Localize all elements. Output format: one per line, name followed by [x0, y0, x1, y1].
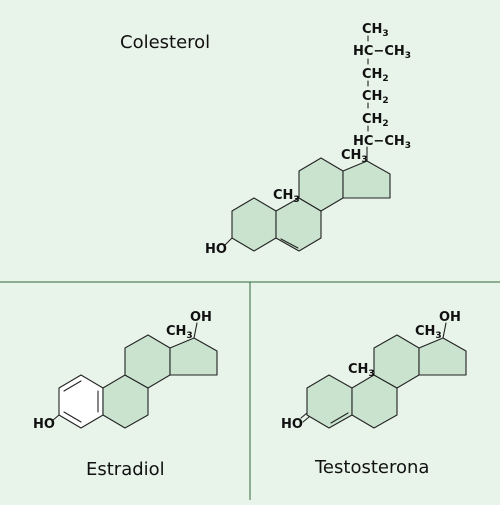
testosterone-oh: OH — [439, 310, 461, 325]
chain-hc-lower: HC−CH3 — [353, 134, 411, 151]
ho-bond — [223, 237, 233, 247]
estradiol-ho: HO — [33, 417, 55, 432]
oh-bond — [193, 322, 198, 339]
cholesterol-ch3-b: CH3 — [341, 148, 368, 165]
ring-d — [418, 337, 467, 376]
cholesterol-title: Colesterol — [120, 32, 210, 53]
estradiol-oh: OH — [190, 310, 212, 325]
estradiol-panel: HO CH3 OH Estradiol — [33, 310, 218, 480]
ring-a — [306, 374, 353, 429]
cholesterol-panel: Colesterol HO CH3 CH3 HC−CH3 CH2 CH2 CH2… — [120, 22, 411, 257]
ho-bond — [51, 414, 60, 422]
aromatic-inner-bond — [63, 411, 82, 423]
cholesterol-ho: HO — [205, 242, 227, 257]
chain-ch2: CH2 — [362, 67, 389, 84]
oh-bond — [442, 322, 447, 339]
chain-hc-upper: HC−CH3 — [353, 44, 411, 61]
carbonyl-bond — [302, 416, 310, 423]
ring-d — [169, 337, 218, 376]
double-bond — [280, 238, 299, 249]
cholesterol-ch3-a: CH3 — [273, 188, 300, 205]
ring-a — [231, 197, 277, 252]
testosterone-ch3-b: CH3 — [415, 324, 442, 341]
double-bond — [330, 412, 349, 424]
testosterone-ch3-a: CH3 — [348, 362, 375, 379]
estradiol-ch3: CH3 — [166, 324, 193, 341]
testosterone-title: Testosterona — [314, 457, 429, 478]
testosterone-panel: HO CH3 CH3 OH Testosterona — [281, 310, 467, 478]
chain-ch2: CH2 — [362, 112, 389, 129]
ring-d — [342, 160, 391, 199]
chain-ch2: CH2 — [362, 89, 389, 106]
testosterone-ho: HO — [281, 417, 303, 432]
chain-ch3-top: CH3 — [362, 22, 389, 39]
aromatic-inner-bond — [63, 380, 82, 392]
aromatic-ring-a — [58, 374, 104, 429]
carbonyl-bond — [300, 412, 308, 419]
estradiol-title: Estradiol — [86, 459, 165, 480]
